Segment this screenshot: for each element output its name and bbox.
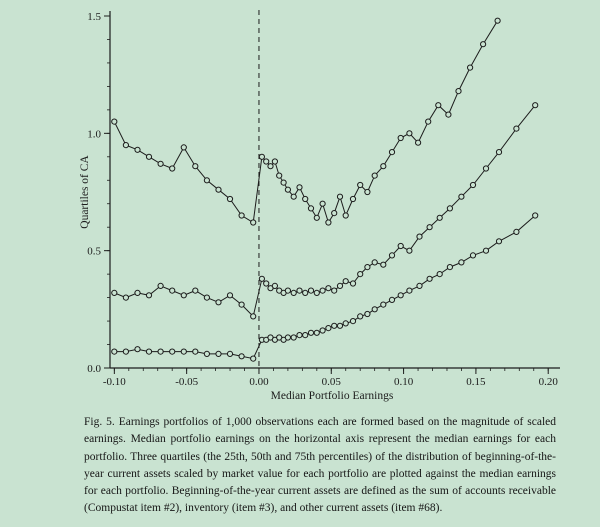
figure-caption: Fig. 5. Earnings portfolios of 1,000 obs…: [84, 416, 556, 515]
x-axis-label: Median Portfolio Earnings: [271, 390, 394, 402]
svg-text:-0.05: -0.05: [175, 376, 198, 388]
svg-text:0.15: 0.15: [466, 376, 486, 388]
svg-text:0.20: 0.20: [539, 376, 559, 388]
svg-text:-0.10: -0.10: [103, 376, 126, 388]
y-axis-label: Quartiles of CA: [79, 155, 91, 229]
svg-text:0.5: 0.5: [87, 246, 101, 258]
series-75th-percentile: [111, 17, 501, 226]
svg-text:1.5: 1.5: [87, 11, 101, 23]
svg-text:0.0: 0.0: [87, 363, 101, 375]
svg-text:0.00: 0.00: [249, 376, 269, 388]
series-50th-percentile: [111, 102, 539, 320]
svg-text:0.05: 0.05: [322, 376, 342, 388]
axes: -0.10 -0.05 0.00 0.05 0.10 0.15 0.20 0.0 0.5 1.0 1…: [87, 11, 560, 388]
series-lines: [111, 17, 539, 362]
series-25th-percentile: [111, 212, 539, 362]
quartiles-chart: -0.10 -0.05 0.00 0.05 0.10 0.15 0.20 0.0 0.5 1.0 1…: [79, 10, 560, 402]
svg-text:0.10: 0.10: [394, 376, 414, 388]
svg-text:1.0: 1.0: [87, 128, 101, 140]
